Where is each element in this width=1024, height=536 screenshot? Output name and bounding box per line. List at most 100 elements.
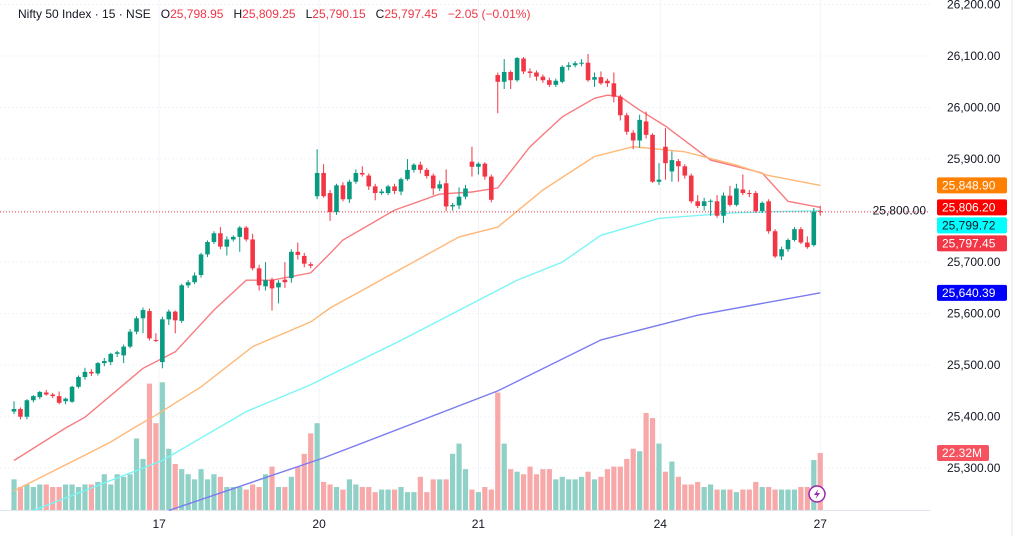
price-axis[interactable]: 26,200.00 26,100.00 26,000.00 25,900.00 25,8… — [873, 0, 1001, 475]
last-volume-badge-text: 22.32M — [942, 446, 982, 460]
volume-bar — [133, 438, 140, 510]
candle — [785, 238, 791, 252]
volume-bar — [617, 466, 623, 510]
candle-body — [669, 160, 675, 172]
candle-body — [134, 318, 139, 332]
candle-body — [211, 233, 217, 243]
candle — [489, 174, 494, 203]
candle-body — [372, 186, 378, 194]
candle-body — [456, 196, 462, 206]
candle — [430, 173, 436, 196]
candle-body — [592, 77, 597, 80]
candle — [56, 391, 62, 405]
candle — [140, 307, 146, 334]
volume-bar — [366, 487, 372, 510]
moving-averages — [13, 94, 821, 512]
volume-bar — [146, 383, 153, 510]
candle-body — [676, 161, 681, 167]
candle — [347, 179, 352, 203]
volume-bar — [37, 484, 43, 510]
candle-body — [566, 65, 571, 67]
volume-bar — [346, 479, 352, 510]
volume-bar — [379, 489, 385, 510]
ma-price-badge: 25,806.20 — [937, 199, 1007, 216]
candle-body — [127, 331, 133, 347]
ma-price-badge-text: 25,640.39 — [942, 286, 996, 300]
lightning-icon[interactable] — [808, 485, 826, 503]
symbol-name[interactable]: Nifty 50 Index · 15 · NSE — [18, 7, 151, 21]
x-tick-label: 21 — [472, 517, 486, 531]
candle-body — [276, 282, 281, 288]
x-tick-label: 20 — [312, 517, 326, 531]
candle-body — [540, 76, 546, 81]
candle-body — [534, 72, 539, 77]
candle-body — [114, 352, 120, 354]
x-tick-label: 24 — [654, 517, 668, 531]
candle-body — [327, 193, 333, 213]
candle-body — [43, 392, 49, 395]
volume-bar — [462, 469, 469, 510]
candle — [734, 183, 739, 207]
candle-body — [37, 391, 43, 398]
candle-body — [714, 201, 720, 216]
ma-price-badge: 25,799.72 — [937, 217, 1007, 234]
candles — [11, 53, 823, 420]
candle-body — [224, 239, 230, 247]
volume-bar — [327, 484, 333, 510]
candle — [495, 72, 501, 114]
candle-body — [482, 163, 488, 177]
candle-body — [450, 204, 455, 207]
volume-bar — [185, 474, 191, 510]
candle-body — [166, 311, 172, 320]
candle — [437, 180, 442, 192]
candle-body — [727, 195, 733, 205]
price-badges: 25,848.90 25,806.20 25,799.72 25,797.45 25,6… — [937, 177, 1007, 461]
candle — [476, 162, 481, 175]
volume-bar — [656, 443, 662, 510]
candle-body — [708, 200, 713, 202]
volume-bar — [411, 492, 417, 510]
moving-average-line-ma_100 — [33, 210, 821, 512]
y-tick-label: 25,700.00 — [947, 255, 1001, 269]
volume-bar — [778, 489, 785, 510]
volume-bar — [101, 474, 107, 510]
volume-bar — [527, 466, 533, 510]
volume-bar — [417, 476, 423, 510]
volume-bar — [43, 484, 49, 510]
volume-bar — [585, 471, 591, 510]
candle-body — [579, 62, 584, 64]
volume-bar — [314, 423, 320, 510]
candle — [772, 229, 778, 258]
volume-bar — [598, 476, 604, 510]
candle — [308, 262, 313, 269]
volume-bar — [353, 484, 359, 510]
candle-body — [424, 169, 430, 177]
candle-body — [289, 251, 294, 279]
candle — [656, 163, 662, 185]
candle — [353, 169, 359, 184]
candle — [372, 183, 378, 201]
candle-body — [630, 132, 636, 141]
candle-body — [89, 371, 94, 374]
volume-bar — [359, 487, 365, 510]
candle-body — [411, 164, 417, 170]
candle — [598, 71, 604, 85]
last-volume-badge-bg — [937, 445, 989, 461]
volume-bar — [804, 487, 810, 510]
candle-body — [817, 211, 823, 213]
volume-bar — [301, 453, 307, 510]
last-price-badge: 25,797.45 — [937, 235, 1007, 252]
volume-bar — [224, 487, 230, 510]
candle — [63, 397, 68, 405]
volume-bar — [720, 489, 727, 510]
candle — [456, 187, 462, 210]
time-axis[interactable]: 17 20 21 24 27 — [152, 517, 827, 531]
volume-bar — [230, 487, 236, 510]
candle — [89, 369, 94, 377]
candle-body — [366, 175, 372, 187]
candle-body — [624, 115, 630, 132]
candle — [585, 53, 591, 82]
candle-body — [598, 77, 604, 84]
candle-body — [650, 134, 655, 182]
